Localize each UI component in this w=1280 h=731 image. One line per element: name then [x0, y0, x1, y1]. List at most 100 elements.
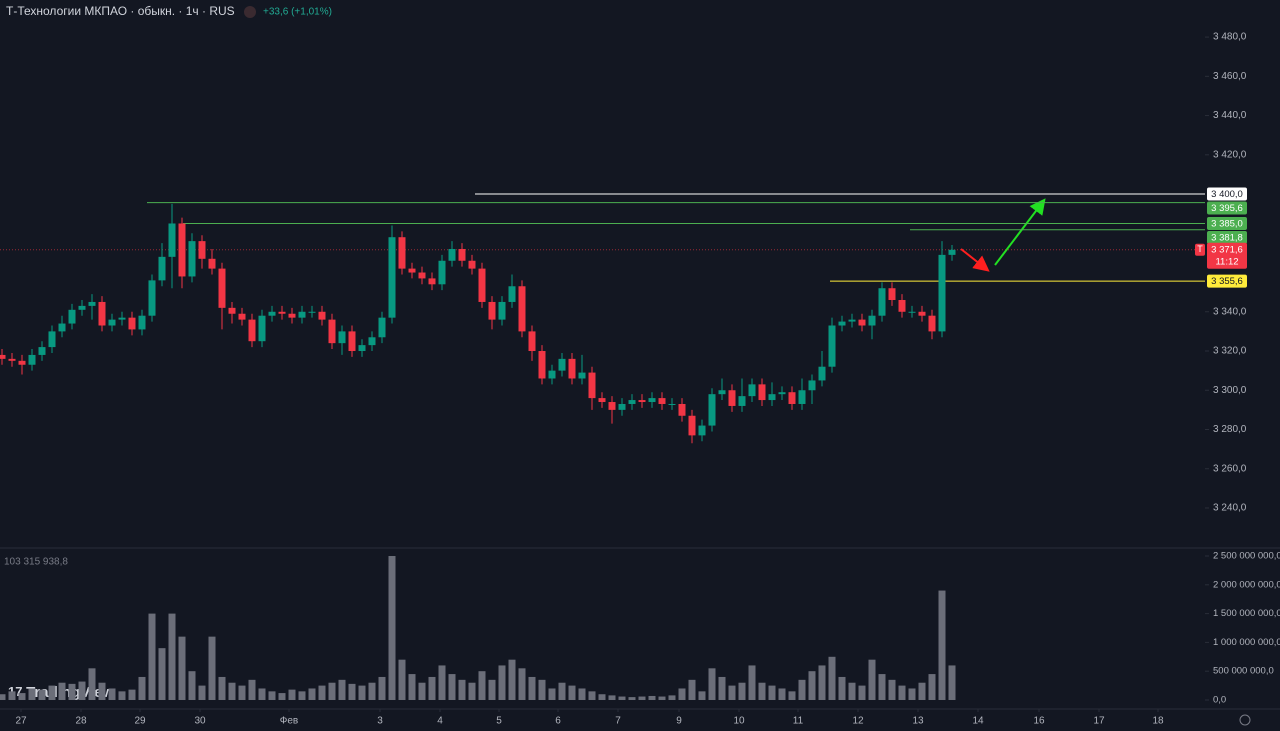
x-tick-label: 4	[437, 716, 443, 727]
candle-body	[708, 394, 716, 426]
candle-body	[408, 268, 416, 273]
y-tick-label: 3 340,0	[1213, 306, 1247, 317]
volume-bar	[348, 683, 356, 700]
volume-bar	[778, 688, 786, 700]
candle-body	[298, 311, 306, 318]
candle-body	[518, 286, 526, 332]
candle-body	[748, 384, 756, 397]
volume-bar	[938, 590, 946, 700]
volume-bar	[78, 681, 86, 700]
volume-bar	[468, 682, 476, 700]
candle-body	[648, 398, 656, 403]
candle-body	[568, 358, 576, 379]
candle-body	[328, 319, 336, 344]
candle-body	[338, 331, 346, 344]
candle-body	[68, 309, 76, 324]
level-label-box	[1207, 201, 1247, 215]
candle-body	[468, 260, 476, 269]
y-tick-label: 3 260,0	[1213, 463, 1247, 474]
x-tick-label: 6	[555, 716, 561, 727]
candle-body	[808, 380, 816, 391]
volume-bar	[178, 636, 186, 700]
candle-body	[98, 301, 106, 326]
candle-body	[538, 351, 546, 379]
x-tick-label: 18	[1152, 716, 1164, 727]
volume-bar	[108, 688, 116, 700]
settings-icon[interactable]	[1239, 714, 1251, 726]
candle-body	[768, 394, 776, 401]
y-tick-label: 3 440,0	[1213, 110, 1247, 121]
level-label: 3 400,0	[1211, 189, 1243, 200]
volume-bar	[628, 697, 636, 700]
volume-bar	[668, 695, 676, 700]
candle-body	[308, 311, 316, 313]
status-icon[interactable]	[244, 6, 256, 18]
candle-body	[478, 268, 486, 302]
candle-body	[948, 249, 956, 255]
last-badge: T	[1197, 244, 1203, 254]
candle-body	[558, 358, 566, 371]
volume-bar	[918, 682, 926, 700]
candle-body	[138, 315, 146, 330]
candle-body	[218, 268, 226, 308]
candle-body	[458, 248, 466, 261]
volume-bar	[788, 691, 796, 700]
candle-body	[888, 288, 896, 300]
y-tick-label: 3 480,0	[1213, 32, 1247, 43]
volume-bar	[878, 674, 886, 700]
volume-bar	[518, 668, 526, 700]
volume-bar	[8, 691, 16, 700]
candle-body	[38, 347, 46, 355]
volume-bar	[758, 682, 766, 700]
candle-body	[678, 403, 686, 416]
candle-body	[58, 323, 66, 332]
x-tick-label: 29	[134, 716, 146, 727]
volume-bar	[558, 682, 566, 700]
volume-value: 103 315 938,8	[4, 557, 68, 568]
volume-bar	[808, 671, 816, 700]
badge-box	[1195, 243, 1205, 256]
candle-body	[108, 319, 116, 326]
x-tick-label: 16	[1033, 716, 1045, 727]
x-tick-label: 7	[615, 716, 621, 727]
candle-body	[278, 311, 286, 314]
level-label: 3 395,6	[1211, 203, 1243, 214]
volume-bar	[818, 665, 826, 700]
volume-bar	[948, 665, 956, 700]
volume-bar	[768, 685, 776, 700]
volume-bar	[548, 688, 556, 700]
candle-body	[18, 360, 26, 365]
candle-body	[878, 288, 886, 316]
volume-bar	[708, 668, 716, 700]
volume-bar	[718, 676, 726, 700]
x-tick-label: 11	[793, 716, 804, 727]
volume-bar	[658, 696, 666, 700]
price-change: +33,6 (+1,01%)	[263, 7, 332, 18]
candle-body	[618, 403, 626, 410]
volume-bar	[48, 685, 56, 700]
candle-body	[828, 325, 836, 367]
candle-body	[158, 256, 166, 281]
candle-body	[548, 370, 556, 379]
volume-bar	[158, 648, 166, 700]
volume-bar	[168, 613, 176, 700]
candle-body	[148, 280, 156, 316]
up-arrow	[994, 198, 1046, 266]
candle-body	[848, 319, 856, 322]
candle-body	[368, 337, 376, 346]
down-arrow	[960, 248, 990, 272]
candle-body	[688, 415, 696, 436]
symbol-title[interactable]: Т-Технологии МКПАО · обыкн. · 1ч · RUS	[6, 4, 235, 18]
x-tick-label: 30	[194, 716, 206, 727]
candle-body	[228, 307, 236, 314]
candle-body	[118, 317, 126, 320]
candle-body	[778, 392, 786, 395]
volume-bar	[538, 679, 546, 700]
candle-body	[178, 223, 186, 277]
candle-body	[668, 403, 676, 405]
volume-bar	[218, 676, 226, 700]
x-tick-label: 9	[676, 716, 682, 727]
y-tick-label: 3 420,0	[1213, 149, 1247, 160]
candle-body	[858, 319, 866, 326]
